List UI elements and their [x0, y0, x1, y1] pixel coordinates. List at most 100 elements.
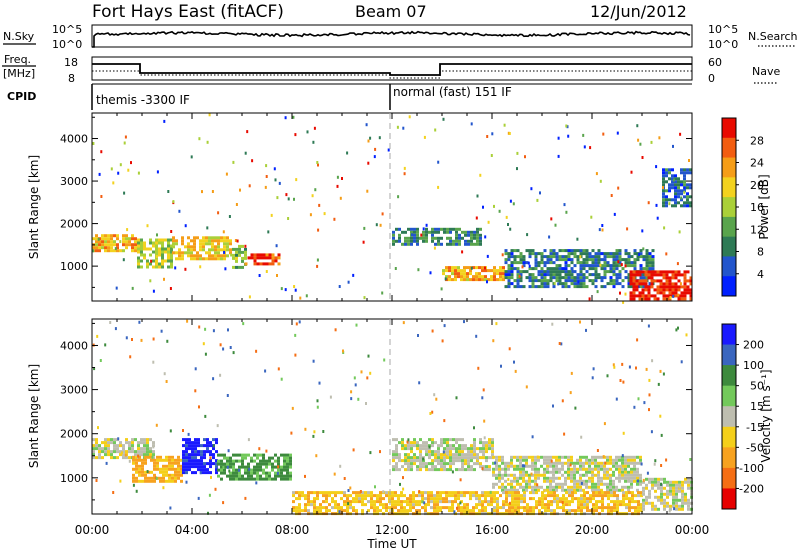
velocity-cell	[289, 471, 292, 475]
power-cell	[603, 258, 607, 262]
power-cell	[101, 237, 104, 241]
velocity-cell	[637, 503, 640, 507]
velocity-cell	[624, 467, 627, 471]
velocity-cell	[580, 506, 583, 510]
power-cell	[671, 168, 674, 172]
velocity-noise-point	[131, 338, 133, 341]
power-cell	[621, 285, 625, 289]
velocity-cell	[304, 494, 307, 498]
velocity-noise-point	[627, 477, 630, 481]
power-cell	[627, 255, 631, 259]
power-cell	[178, 254, 181, 258]
velocity-cell	[591, 458, 594, 462]
velocity-cell	[510, 473, 513, 477]
power-cell	[226, 236, 229, 240]
velocity-cell	[398, 441, 401, 445]
power-cell	[244, 256, 247, 260]
nsearch-tick-high: 10^5	[708, 23, 738, 36]
velocity-cell	[597, 455, 600, 459]
velocity-noise-point	[298, 320, 301, 324]
velocity-cell	[651, 504, 654, 508]
velocity-cell	[603, 464, 606, 468]
velocity-noise-point	[399, 482, 401, 486]
power-noise-point	[273, 167, 276, 171]
velocity-cell	[425, 462, 428, 466]
velocity-cell	[443, 462, 446, 466]
power-cell	[232, 256, 235, 260]
power-noise-point	[244, 151, 247, 155]
power-cell	[241, 265, 244, 269]
velocity-noise-point	[654, 459, 657, 463]
velocity-cell	[110, 441, 113, 445]
velocity-cell	[241, 477, 244, 481]
power-cell	[211, 239, 214, 243]
power-cell	[677, 189, 680, 193]
power-noise-point	[267, 230, 270, 234]
velocity-cell	[283, 468, 286, 472]
velocity-cell	[579, 482, 582, 486]
velocity-cell	[669, 507, 672, 511]
velocity-cell	[238, 459, 241, 463]
velocity-cell	[556, 500, 559, 504]
velocity-cell	[391, 494, 394, 498]
velocity-cell	[648, 501, 651, 505]
velocity-cell	[558, 458, 561, 462]
velocity-cell	[259, 474, 262, 478]
power-noise-point	[346, 151, 349, 155]
power-cell	[597, 255, 601, 259]
power-cell	[181, 242, 184, 246]
velocity-cell	[162, 458, 165, 462]
velocity-cell	[376, 497, 379, 501]
velocity-cell	[316, 494, 319, 498]
power-cell	[555, 252, 559, 256]
velocity-cell	[232, 453, 235, 457]
velocity-cell	[485, 450, 488, 454]
velocity-cell	[592, 497, 595, 501]
power-cell	[627, 282, 631, 286]
velocity-noise-point	[662, 372, 665, 376]
power-cell	[570, 279, 574, 283]
velocity-cell	[283, 477, 286, 481]
velocity-cell	[600, 464, 603, 468]
velocity-cell	[141, 479, 144, 483]
velocity-cell	[565, 503, 568, 507]
power-cell	[543, 276, 547, 280]
power-cell	[190, 257, 193, 261]
power-cell	[543, 255, 547, 259]
velocity-cell	[618, 479, 621, 483]
velocity-cell	[460, 506, 463, 510]
velocity-noise-point	[264, 369, 267, 373]
power-cell	[469, 269, 472, 273]
power-cell	[502, 266, 505, 270]
power-cell	[540, 258, 544, 262]
velocity-noise-point	[645, 367, 648, 371]
velocity-cell	[586, 500, 589, 504]
velocity-cell	[546, 485, 549, 489]
velocity-cell	[422, 444, 425, 448]
power-cell	[627, 273, 631, 277]
power-cell	[543, 264, 547, 268]
velocity-cell	[256, 477, 259, 481]
power-noise-point	[403, 172, 406, 176]
power-cell	[585, 261, 589, 265]
velocity-cell	[165, 458, 168, 462]
velocity-cell	[340, 506, 343, 510]
power-cell	[671, 291, 675, 295]
velocity-cell	[687, 486, 690, 490]
power-cell	[140, 253, 143, 257]
velocity-cell	[498, 473, 501, 477]
velocity-cell	[168, 458, 171, 462]
velocity-cell	[502, 500, 505, 504]
power-cell	[146, 247, 149, 251]
velocity-cell	[304, 509, 307, 513]
power-cell	[235, 259, 238, 263]
velocity-cell	[606, 488, 609, 492]
velocity-noise-point	[475, 334, 478, 338]
velocity-cell	[496, 491, 499, 495]
velocity-cell	[358, 491, 361, 495]
power-cell	[567, 252, 571, 256]
velocity-noise-point	[244, 496, 247, 500]
power-cell	[490, 278, 493, 282]
power-cell	[407, 242, 410, 246]
